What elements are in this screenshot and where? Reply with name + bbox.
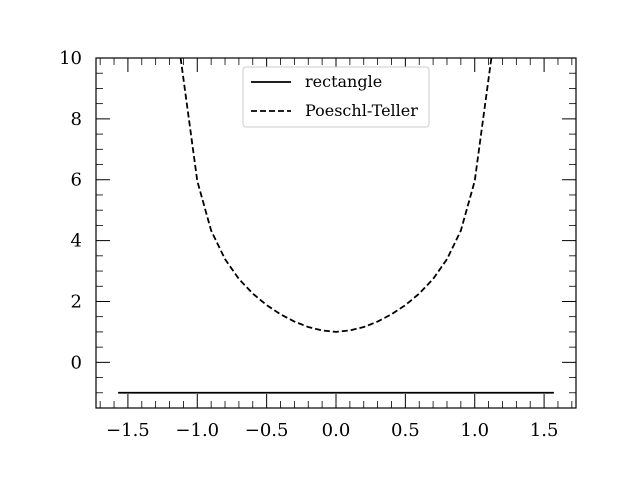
y-tick-label: 2	[71, 291, 82, 312]
legend: rectangle Poeschl-Teller	[242, 66, 430, 128]
y-tick-label: 0	[71, 352, 82, 373]
y-tick-label: 8	[71, 109, 82, 130]
y-tick-label: 4	[71, 231, 82, 252]
plot-content	[118, 58, 554, 394]
x-tick-label: −1.5	[106, 420, 150, 441]
x-tick-label: 1.5	[530, 420, 559, 441]
x-tick-label: 0.5	[391, 420, 420, 441]
x-tick-label: 0.0	[322, 420, 351, 441]
y-tick-label: 10	[59, 48, 82, 69]
series-line-poeschl-teller	[179, 58, 493, 333]
y-tick-label: 6	[71, 170, 82, 191]
x-tick-label: −1.0	[175, 420, 219, 441]
ticks: −1.5 −1.0 −0.5 0.0 0.5 1.0 1.5 0 2 4 6 8 10	[59, 48, 576, 441]
x-tick-label: 1.0	[460, 420, 489, 441]
legend-label-poeschl-teller: Poeschl-Teller	[305, 101, 418, 120]
x-tick-label: −0.5	[245, 420, 289, 441]
legend-label-rectangle: rectangle	[305, 72, 382, 91]
